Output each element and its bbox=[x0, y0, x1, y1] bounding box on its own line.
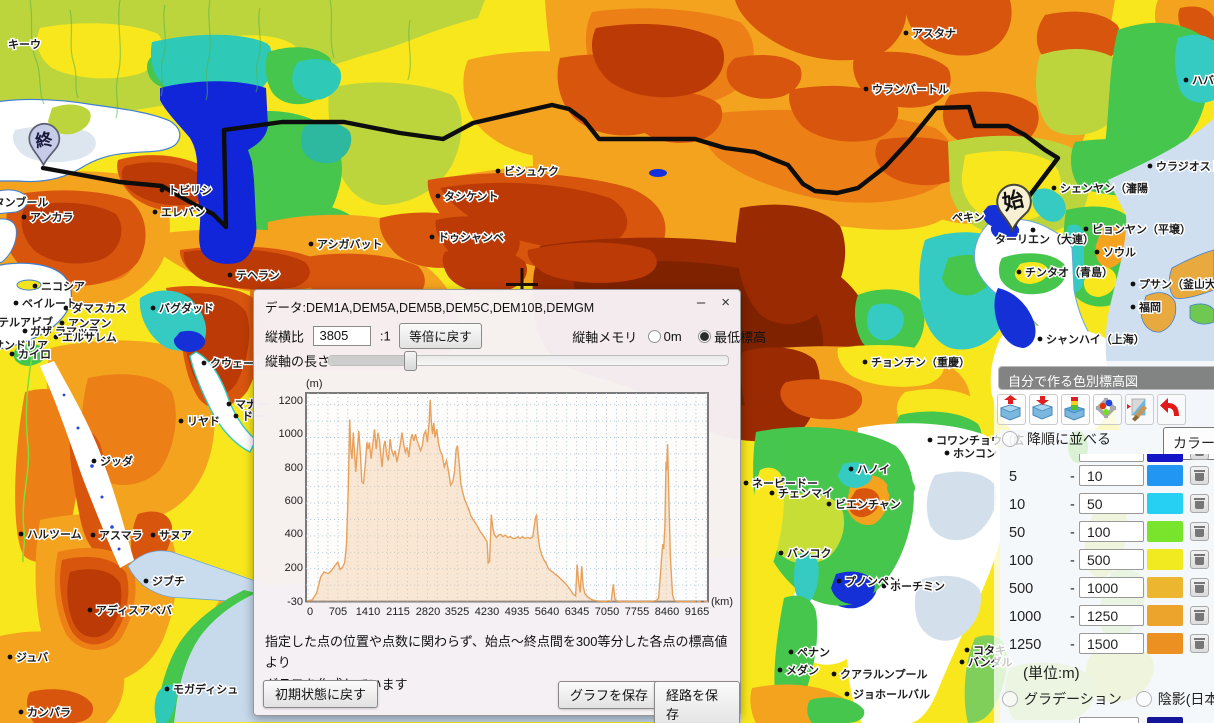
svg-text:ビエンチャン: ビエンチャン bbox=[835, 497, 901, 511]
svg-text:ペナン: ペナン bbox=[797, 646, 830, 659]
svg-text:ガザ: ガザ bbox=[30, 324, 52, 338]
svg-text:705: 705 bbox=[329, 606, 347, 618]
svg-text:モガディシュ: モガディシュ bbox=[173, 682, 238, 696]
svg-text:サヌア: サヌア bbox=[159, 529, 192, 542]
svg-text:ジッダ: ジッダ bbox=[100, 454, 133, 468]
svg-text:7050: 7050 bbox=[595, 606, 619, 618]
svg-text:テルアビブ: テルアビブ bbox=[0, 315, 53, 329]
svg-text:タシケント: タシケント bbox=[444, 190, 499, 203]
svg-text:600: 600 bbox=[285, 495, 303, 507]
svg-text:バンコク: バンコク bbox=[787, 547, 832, 560]
svg-text:ドゥシャンベ: ドゥシャンベ bbox=[438, 231, 504, 244]
svg-text:大: 大 bbox=[1205, 277, 1214, 291]
svg-text:プサン（釜山）: プサン（釜山） bbox=[1139, 277, 1214, 291]
svg-text:9165: 9165 bbox=[685, 606, 709, 618]
svg-text:ジブチ: ジブチ bbox=[152, 574, 185, 588]
svg-text:トビリシ: トビリシ bbox=[168, 183, 212, 197]
svg-text:(km): (km) bbox=[711, 596, 733, 608]
svg-text:1410: 1410 bbox=[356, 606, 380, 618]
svg-text:ホンコン: ホンコン bbox=[953, 447, 997, 460]
svg-text:ホーチミン: ホーチミン bbox=[890, 580, 945, 593]
svg-text:1000: 1000 bbox=[279, 428, 303, 440]
svg-text:アンカラ: アンカラ bbox=[30, 211, 74, 224]
svg-text:カンパラ: カンパラ bbox=[27, 706, 71, 719]
svg-text:ソウル: ソウル bbox=[1103, 246, 1136, 259]
svg-text:8460: 8460 bbox=[655, 606, 679, 618]
svg-text:チンタオ（青島）: チンタオ（青島） bbox=[1025, 265, 1113, 279]
svg-text:エルサレム: エルサレム bbox=[62, 331, 117, 344]
svg-text:アスマラ: アスマラ bbox=[99, 529, 143, 542]
svg-text:アレクサンドリア: アレクサンドリア bbox=[0, 339, 48, 352]
svg-text:4230: 4230 bbox=[475, 606, 499, 618]
svg-text:ビシュケク: ビシュケク bbox=[504, 164, 559, 178]
svg-text:ダマスカス: ダマスカス bbox=[72, 301, 127, 315]
svg-text:1200: 1200 bbox=[279, 395, 303, 407]
svg-text:キーウ: キーウ bbox=[8, 38, 41, 51]
svg-text:ハノイ: ハノイ bbox=[857, 463, 890, 476]
svg-text:2820: 2820 bbox=[416, 606, 440, 618]
svg-text:5640: 5640 bbox=[535, 606, 559, 618]
svg-text:ウランバートル: ウランバートル bbox=[872, 83, 949, 96]
svg-text:ターリエン（大連）: ターリエン（大連） bbox=[995, 232, 1094, 246]
svg-text:0: 0 bbox=[307, 606, 313, 618]
svg-text:アスタナ: アスタナ bbox=[912, 27, 956, 40]
svg-text:シャンハイ（上海）: シャンハイ（上海） bbox=[1046, 332, 1145, 346]
svg-text:クアラルンプール: クアラルンプール bbox=[840, 667, 927, 681]
svg-text:プノンペン: プノンペン bbox=[845, 574, 900, 588]
svg-text:メダン: メダン bbox=[786, 663, 819, 677]
svg-text:ピョンヤン（平壌）: ピョンヤン（平壌） bbox=[1092, 222, 1191, 236]
svg-text:チェンマイ: チェンマイ bbox=[778, 487, 833, 500]
svg-text:バグダッド: バグダッド bbox=[159, 301, 214, 315]
svg-text:シェンヤン（瀋陽: シェンヤン（瀋陽 bbox=[1060, 181, 1148, 195]
svg-text:ウラジオストク: ウラジオストク bbox=[1156, 160, 1214, 173]
svg-text:カイロ: カイロ bbox=[18, 348, 51, 361]
svg-text:7755: 7755 bbox=[625, 606, 649, 618]
svg-text:アディスアベバ: アディスアベバ bbox=[96, 603, 172, 617]
svg-text:3525: 3525 bbox=[445, 606, 469, 618]
svg-text:ジュバ: ジュバ bbox=[16, 651, 48, 664]
svg-text:(m): (m) bbox=[306, 378, 323, 390]
svg-text:テヘラン: テヘラン bbox=[236, 269, 280, 282]
svg-text:ハルツーム: ハルツーム bbox=[27, 528, 82, 541]
svg-text:イスタンブール: イスタンブール bbox=[0, 195, 48, 209]
svg-text:ラマッラ: ラマッラ bbox=[55, 325, 99, 338]
svg-text:アシガバット: アシガバット bbox=[317, 237, 383, 251]
svg-text:6345: 6345 bbox=[565, 606, 589, 618]
svg-text:-30: -30 bbox=[287, 596, 303, 608]
svg-text:終: 終 bbox=[34, 129, 55, 152]
svg-text:2115: 2115 bbox=[386, 606, 410, 618]
svg-text:ベイルート: ベイルート bbox=[22, 297, 77, 310]
svg-text:アンマン: アンマン bbox=[68, 317, 112, 330]
svg-text:800: 800 bbox=[285, 462, 303, 474]
svg-text:ネーピードー: ネーピードー bbox=[752, 477, 818, 490]
svg-text:ハバロ: ハバロ bbox=[1192, 74, 1214, 87]
svg-text:エレバン: エレバン bbox=[161, 206, 206, 219]
svg-text:ニコシア: ニコシア bbox=[41, 280, 85, 293]
svg-text:チョンチン（重慶）: チョンチン（重慶） bbox=[871, 355, 970, 369]
svg-text:福岡: 福岡 bbox=[1138, 300, 1161, 314]
svg-text:クウェート: クウェート bbox=[210, 357, 265, 370]
svg-text:4935: 4935 bbox=[505, 606, 529, 618]
svg-text:ジョホールバル: ジョホールバル bbox=[853, 688, 930, 701]
svg-text:ペキン: ペキン bbox=[952, 211, 985, 224]
svg-text:200: 200 bbox=[285, 562, 303, 574]
svg-text:リヤド: リヤド bbox=[187, 415, 220, 428]
svg-text:400: 400 bbox=[285, 528, 303, 540]
